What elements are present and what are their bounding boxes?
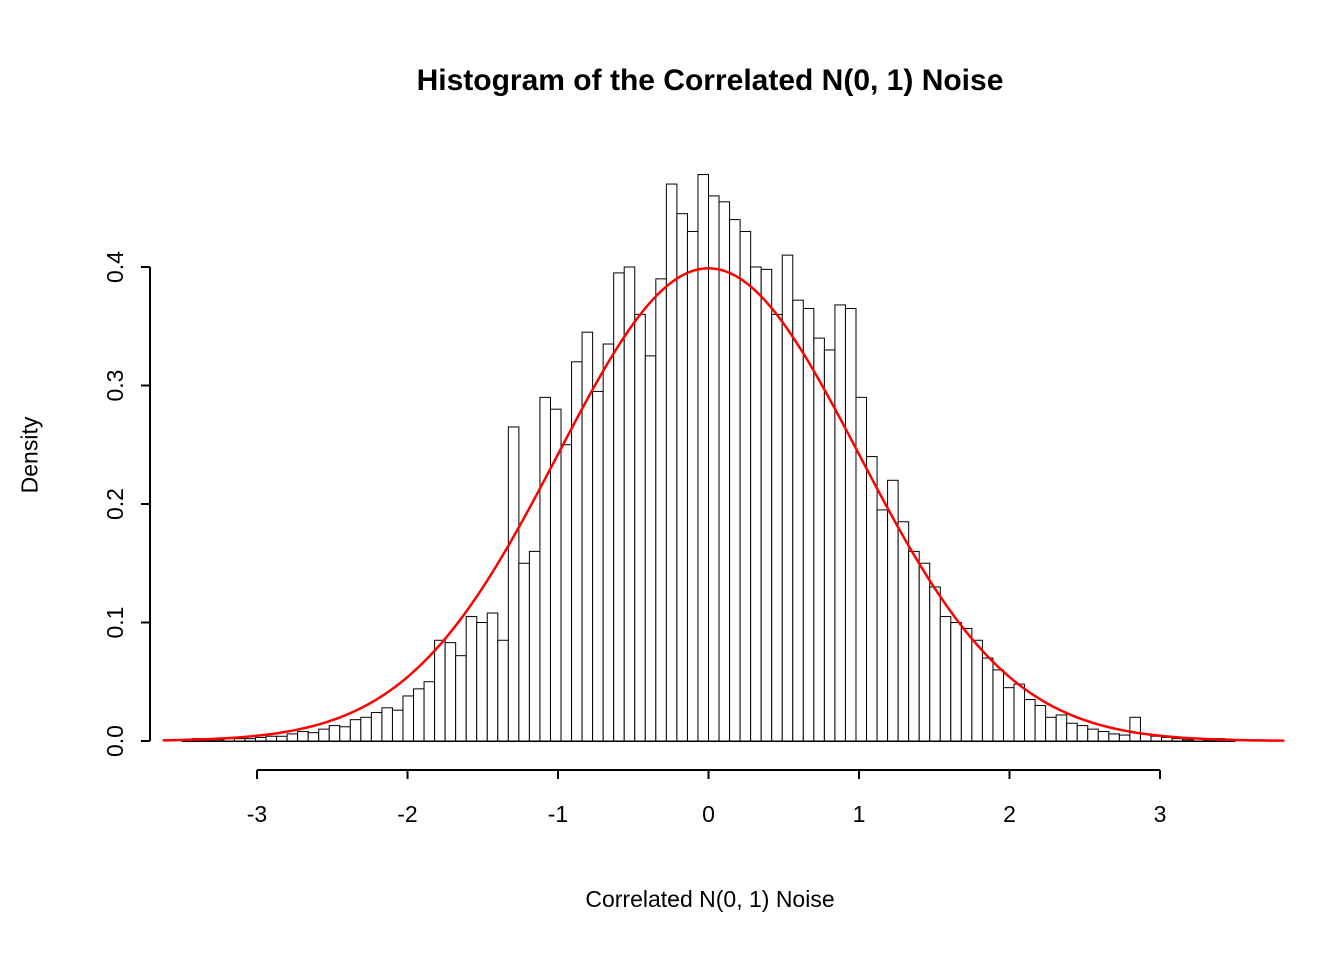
histogram-bar [644, 355, 657, 742]
histogram-bar [1034, 704, 1047, 742]
histogram-bar [708, 195, 720, 742]
x-axis-label: Correlated N(0, 1) Noise [585, 886, 835, 912]
histogram-bar [1108, 733, 1120, 742]
x-tick-label: -3 [247, 801, 267, 827]
histogram-bar [718, 201, 731, 742]
y-tick-label: 0.0 [102, 725, 128, 757]
histogram-bar [676, 213, 688, 742]
histogram-bar [413, 688, 425, 742]
histogram-bar [655, 278, 667, 742]
histogram-bar [339, 726, 351, 742]
histogram-bar [518, 562, 530, 742]
histogram-bar [1045, 716, 1057, 742]
histogram-bar [528, 550, 541, 742]
histogram-bar [455, 655, 467, 742]
histogram-bar [686, 230, 699, 742]
histogram-bar [750, 266, 762, 742]
histogram-bar [349, 719, 362, 742]
histogram-bar [876, 509, 889, 742]
histogram-bar [771, 313, 783, 742]
histogram-bar [971, 639, 983, 742]
histogram-bar [729, 219, 741, 742]
histogram-bar [402, 695, 415, 742]
histogram-bar [434, 639, 446, 742]
histogram-bar [760, 268, 773, 742]
histogram-bar [486, 612, 499, 742]
histogram-bar [697, 174, 710, 742]
x-tick-label: 2 [1003, 801, 1016, 827]
histogram-bar [866, 456, 878, 742]
histogram-bar [992, 669, 1004, 742]
histogram-bar [802, 307, 815, 742]
y-tick-label: 0.4 [102, 251, 128, 283]
histogram-bar [792, 299, 804, 742]
histogram-bar [391, 709, 404, 742]
histogram-bar [929, 586, 941, 742]
histogram-bar [286, 733, 299, 742]
histogram-bar [476, 622, 488, 742]
histogram-bar [1076, 725, 1089, 742]
histogram-bar [739, 230, 752, 742]
histogram-bar [265, 735, 278, 742]
histogram-bar [1013, 683, 1026, 742]
histogram-bar [1129, 716, 1141, 742]
histogram-bar [592, 390, 604, 742]
histogram-bar [297, 731, 309, 742]
histogram-bar [897, 521, 910, 742]
y-tick-label: 0.1 [102, 607, 128, 639]
histogram-bar [244, 738, 257, 742]
histogram-bar [634, 313, 646, 742]
histogram-bar [1171, 738, 1184, 742]
histogram-bar [381, 707, 393, 742]
histogram-bar [1055, 714, 1068, 742]
x-tick-label: -1 [548, 801, 568, 827]
histogram-bar [602, 343, 615, 742]
y-tick-label: 0.3 [102, 370, 128, 402]
histogram-bar [981, 657, 994, 742]
histogram-bar [307, 732, 320, 742]
histogram-bar [813, 337, 825, 742]
histogram-bar [1182, 739, 1194, 742]
histogram-bar [255, 736, 267, 742]
histogram-bar [1087, 728, 1099, 742]
histogram-bar [1118, 734, 1131, 742]
x-tick-label: 0 [702, 801, 715, 827]
histogram-bar [623, 266, 636, 742]
histogram-bar [823, 349, 836, 742]
histogram-bar [1097, 731, 1110, 742]
histogram-bar [950, 622, 962, 742]
histogram-bar [444, 642, 457, 742]
x-tick-label: -2 [397, 801, 417, 827]
histogram-bar [1024, 699, 1036, 742]
histogram-bar [276, 735, 288, 742]
histogram-bar [233, 738, 246, 742]
normal-density-curve [162, 267, 1285, 742]
histogram-bar [539, 396, 551, 742]
histogram-bar [318, 728, 330, 742]
histogram-bar [908, 550, 920, 742]
histogram-bar [507, 426, 520, 742]
histogram-bar [834, 304, 846, 742]
histogram-bar [465, 616, 478, 742]
x-tick-label: 1 [853, 801, 866, 827]
histogram-bar [960, 627, 973, 742]
histogram-bar [1002, 687, 1015, 742]
histogram-bar [665, 183, 678, 742]
histogram-bar [328, 725, 341, 742]
histogram-bar [497, 639, 509, 742]
histogram-bar [423, 681, 436, 742]
histogram-bar [918, 562, 931, 742]
x-tick-label: 3 [1154, 801, 1167, 827]
histogram-bar [939, 616, 952, 742]
histogram-bar [844, 307, 857, 742]
y-axis-label: Density [16, 416, 43, 494]
histogram-bar [370, 712, 383, 742]
histogram-bar [360, 716, 372, 742]
chart-title: Histogram of the Correlated N(0, 1) Nois… [416, 64, 1004, 97]
y-tick-label: 0.2 [102, 488, 128, 520]
histogram-bar [1066, 722, 1078, 742]
histogram-bar [560, 444, 573, 742]
